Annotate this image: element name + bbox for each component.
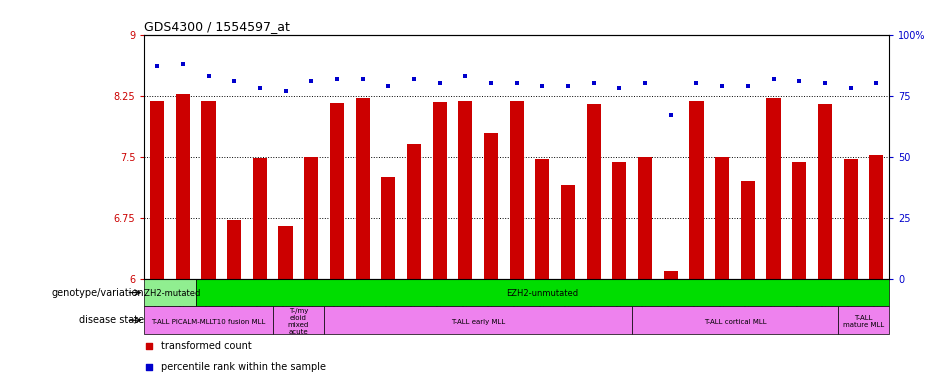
Bar: [792, 162, 806, 279]
Bar: [227, 220, 241, 279]
Bar: [587, 104, 600, 279]
Bar: [535, 159, 549, 279]
Text: T-ALL
mature MLL: T-ALL mature MLL: [843, 315, 884, 328]
Bar: [632, 306, 838, 334]
Bar: [330, 103, 344, 279]
Bar: [407, 144, 421, 279]
Bar: [253, 158, 267, 279]
Point: [689, 80, 704, 86]
Point: [587, 80, 601, 86]
Point: [664, 112, 679, 118]
Bar: [843, 159, 857, 279]
Point: [432, 80, 447, 86]
Point: [278, 88, 293, 94]
Bar: [870, 155, 884, 279]
Point: [843, 85, 858, 91]
Point: [715, 83, 730, 89]
Text: T-ALL early MLL: T-ALL early MLL: [451, 319, 506, 324]
Text: T-ALL PICALM-MLLT10 fusion MLL: T-ALL PICALM-MLLT10 fusion MLL: [152, 319, 265, 324]
Point: [175, 61, 190, 67]
Point: [330, 75, 344, 81]
Text: T-ALL cortical MLL: T-ALL cortical MLL: [704, 319, 766, 324]
Bar: [638, 157, 653, 279]
Point: [535, 83, 550, 89]
Bar: [176, 94, 190, 279]
Point: [869, 80, 884, 86]
Text: percentile rank within the sample: percentile rank within the sample: [161, 362, 326, 372]
Bar: [561, 185, 575, 279]
Bar: [715, 157, 729, 279]
Point: [740, 83, 755, 89]
Text: disease state: disease state: [79, 315, 144, 325]
Point: [407, 75, 422, 81]
Bar: [201, 101, 216, 279]
Text: genotype/variation: genotype/variation: [52, 288, 144, 298]
Point: [355, 75, 370, 81]
Point: [766, 75, 781, 81]
Point: [142, 364, 156, 370]
Point: [381, 83, 396, 89]
Bar: [838, 306, 889, 334]
Bar: [356, 98, 370, 279]
Point: [509, 80, 524, 86]
Point: [560, 83, 575, 89]
Bar: [150, 101, 164, 279]
Point: [791, 78, 806, 84]
Point: [142, 343, 156, 349]
Bar: [484, 133, 498, 279]
Point: [483, 80, 498, 86]
Bar: [664, 271, 678, 279]
Bar: [766, 98, 780, 279]
Bar: [144, 306, 273, 334]
Point: [817, 80, 832, 86]
Point: [638, 80, 653, 86]
Text: EZH2-unmutated: EZH2-unmutated: [506, 290, 578, 298]
Bar: [509, 101, 524, 279]
Text: EZH2-mutated: EZH2-mutated: [140, 290, 201, 298]
Bar: [381, 177, 396, 279]
Bar: [324, 306, 632, 334]
Text: GDS4300 / 1554597_at: GDS4300 / 1554597_at: [144, 20, 290, 33]
Bar: [458, 101, 472, 279]
Point: [612, 85, 627, 91]
Point: [458, 73, 473, 79]
Bar: [690, 101, 704, 279]
Point: [304, 78, 318, 84]
Bar: [278, 226, 292, 279]
Point: [201, 73, 216, 79]
Bar: [613, 162, 627, 279]
Text: transformed count: transformed count: [161, 341, 251, 351]
Bar: [433, 102, 447, 279]
Text: T-/my
eloid
mixed
acute: T-/my eloid mixed acute: [288, 308, 309, 335]
Bar: [304, 157, 318, 279]
Bar: [817, 104, 832, 279]
Point: [150, 63, 165, 70]
Bar: [741, 181, 755, 279]
Bar: [273, 306, 324, 334]
Bar: [144, 279, 196, 306]
Point: [227, 78, 242, 84]
Point: [252, 85, 267, 91]
